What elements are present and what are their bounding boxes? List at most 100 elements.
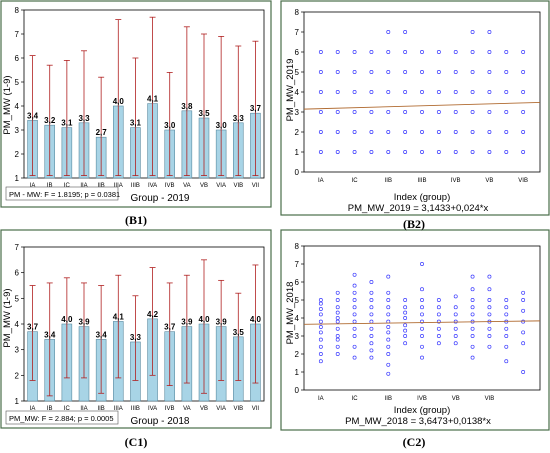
c2-data-point — [521, 290, 526, 295]
c2-data-point — [403, 310, 408, 315]
b2-data-point — [386, 110, 391, 114]
c2-data-point — [521, 330, 526, 335]
c2-data-point — [436, 319, 441, 324]
c2-data-point — [335, 310, 340, 315]
c1-x-tick-label: IC — [64, 406, 71, 412]
c1-value-label: 3,5 — [233, 328, 245, 337]
c2-y-tick-label: 5 — [295, 296, 300, 305]
b1-value-label: 3,3 — [78, 114, 90, 123]
b2-data-point — [352, 130, 357, 134]
b1-value-label: 2,7 — [96, 128, 108, 137]
b1-x-tick-label: IB — [47, 183, 53, 189]
b2-data-point — [420, 150, 424, 154]
b2-data-point — [369, 150, 374, 154]
b2-data-point — [470, 150, 475, 154]
c2-data-point — [453, 319, 458, 324]
c2-data-point — [352, 312, 357, 317]
b2-data-point — [369, 90, 374, 94]
c2-data-point — [453, 341, 458, 346]
c2-data-point — [386, 371, 391, 376]
c1-value-label: 4,0 — [198, 315, 210, 324]
b2-data-point — [521, 90, 526, 94]
c1-value-label: 3,7 — [27, 323, 39, 332]
c2-data-point — [487, 287, 492, 292]
c1-x-tick-label: IVB — [165, 406, 175, 412]
b1-x-tick-label: IIIB — [131, 183, 140, 189]
b2-data-point — [335, 70, 340, 74]
b2-data-point — [318, 50, 323, 54]
b2-data-point — [453, 70, 458, 74]
caption-b1: (B1) — [125, 213, 147, 227]
b2-data-point — [386, 90, 391, 94]
c2-x-tick-label: IC — [352, 396, 359, 402]
c2-data-point — [420, 312, 424, 317]
c2-data-point — [403, 323, 408, 328]
b2-x-tick-label: VIB — [518, 178, 528, 184]
b2-data-point — [352, 110, 357, 114]
b2-data-point — [403, 110, 408, 114]
c1-value-label: 3,3 — [130, 333, 142, 342]
c2-data-point — [504, 312, 509, 317]
caption-c2: (C2) — [403, 435, 426, 449]
c2-data-point — [521, 298, 526, 302]
b1-y-tick-label: 6 — [15, 54, 20, 63]
c2-data-point — [420, 344, 424, 349]
b2-data-point — [335, 150, 340, 154]
c2-y-tick-label: 7 — [295, 260, 300, 269]
c1-y-tick-label: 3 — [15, 346, 20, 355]
b1-x-tick-label: IVA — [148, 183, 157, 189]
c1-x-tick-label: IIIB — [131, 406, 140, 412]
b2-data-point — [504, 110, 509, 114]
c2-data-point — [420, 262, 424, 266]
c2-data-point — [504, 305, 509, 310]
b2-data-point — [352, 50, 357, 54]
c2-data-point — [318, 325, 323, 329]
c2-data-point — [352, 355, 357, 360]
c2-data-point — [386, 274, 391, 279]
b1-value-label: 4,1 — [147, 95, 159, 104]
c2-data-point — [335, 352, 340, 356]
caption-c1: (C1) — [125, 435, 148, 449]
b2-x-tick-label: IIIB — [417, 178, 426, 184]
b2-data-point — [487, 110, 492, 114]
c2-data-point — [386, 337, 391, 342]
c2-data-point — [335, 334, 340, 338]
b2-equation: PM_MW_2019 = 3,1433+0,024*x — [348, 203, 489, 214]
b2-data-point — [487, 70, 492, 74]
c2-data-point — [335, 326, 340, 331]
caption-b2: (B2) — [403, 217, 425, 231]
c2-data-point — [436, 298, 441, 302]
c2-data-point — [420, 305, 424, 310]
b1-stat-box — [5, 186, 119, 201]
b1-x-tick-label: IVB — [165, 183, 175, 189]
b1-x-tick-label: VIB — [233, 183, 243, 189]
c2-data-point — [521, 308, 526, 313]
b2-data-point — [470, 30, 475, 34]
c2-data-point — [318, 344, 323, 349]
b2-x-tick-label: IA — [318, 178, 324, 184]
b2-y-axis-label: PM_MW_2019 — [285, 59, 296, 122]
b2-data-point — [386, 150, 391, 154]
c2-data-point — [504, 298, 509, 302]
c1-stat-box — [5, 410, 119, 425]
c2-data-point — [487, 326, 492, 331]
c1-x-tick-label: IIB — [97, 406, 104, 412]
b2-data-point — [504, 150, 509, 154]
c2-data-point — [335, 298, 340, 302]
b1-value-label: 3,4 — [27, 111, 39, 120]
b2-data-point — [436, 90, 441, 94]
c1-value-label: 4,0 — [61, 315, 73, 324]
b2-y-tick-label: 3 — [295, 108, 300, 117]
c2-data-point — [369, 348, 374, 353]
b1-x-tick-label: VIA — [216, 183, 226, 189]
c1-value-label: 4,1 — [113, 312, 125, 321]
c2-data-point — [386, 325, 391, 329]
c1-value-label: 3,4 — [96, 330, 108, 339]
b1-y-tick-label: 1 — [15, 174, 20, 183]
c2-data-point — [487, 274, 492, 279]
b2-data-point — [521, 150, 526, 154]
b2-data-point — [521, 70, 526, 74]
c2-data-point — [386, 344, 391, 349]
c2-data-point — [318, 301, 323, 306]
b2-data-point — [335, 130, 340, 134]
